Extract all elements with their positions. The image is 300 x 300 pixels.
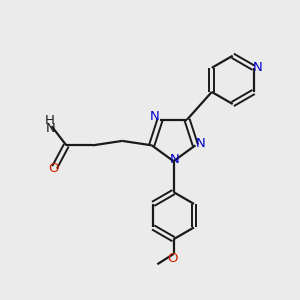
Text: N: N <box>45 122 55 135</box>
Text: N: N <box>169 153 179 166</box>
Text: O: O <box>48 162 58 176</box>
Text: N: N <box>252 61 262 74</box>
Text: N: N <box>196 137 206 150</box>
Text: H: H <box>45 114 55 128</box>
Text: N: N <box>150 110 160 123</box>
Text: O: O <box>167 252 177 265</box>
